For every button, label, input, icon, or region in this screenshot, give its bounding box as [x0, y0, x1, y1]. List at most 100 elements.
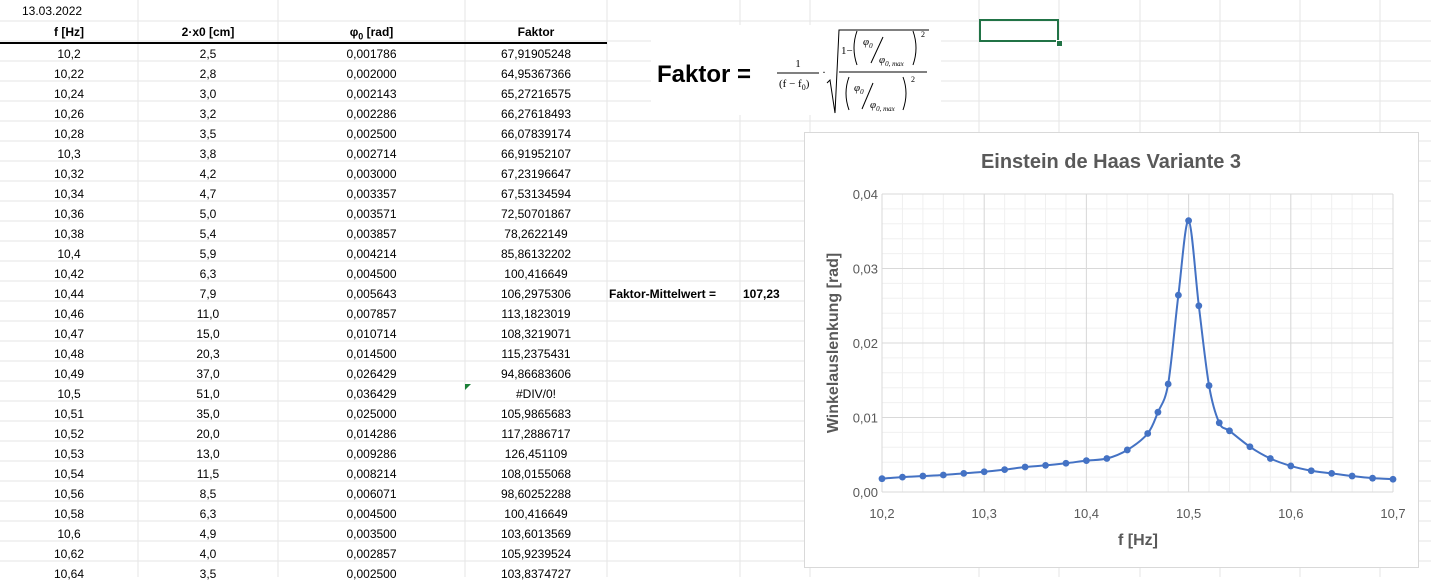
- formula-image[interactable]: Faktor = 1 (f − f0) · 1− φ0 φ0, max 2 φ0…: [651, 25, 941, 115]
- cell-2x0[interactable]: 5,9: [199, 247, 217, 261]
- cell-phi0[interactable]: 0,004500: [346, 267, 397, 281]
- cell-f[interactable]: 10,4: [57, 247, 81, 261]
- cell-2x0[interactable]: 35,0: [196, 407, 220, 421]
- cell-faktor[interactable]: 108,3219071: [500, 327, 572, 341]
- cell-2x0[interactable]: 2,8: [199, 67, 217, 81]
- cell-faktor[interactable]: 67,91905248: [500, 47, 572, 61]
- cell-phi0[interactable]: 0,003571: [346, 207, 397, 221]
- cell-2x0[interactable]: 4,2: [199, 167, 217, 181]
- chart[interactable]: Einstein de Haas Variante 3 f [Hz] Winkela…: [804, 132, 1419, 568]
- cell-2x0[interactable]: 3,8: [199, 147, 217, 161]
- cell-2x0[interactable]: 6,3: [199, 507, 217, 521]
- fill-handle[interactable]: [1056, 40, 1063, 47]
- cell-f[interactable]: 10,64: [53, 567, 85, 581]
- mittelwert-value[interactable]: 107,23: [743, 287, 780, 301]
- cell-phi0[interactable]: 0,004500: [346, 507, 397, 521]
- cell-2x0[interactable]: 13,0: [196, 447, 220, 461]
- cell-f[interactable]: 10,34: [53, 187, 85, 201]
- cell-phi0[interactable]: 0,002714: [346, 147, 397, 161]
- cell-f[interactable]: 10,46: [53, 307, 85, 321]
- cell-2x0[interactable]: 11,5: [196, 467, 220, 481]
- cell-faktor[interactable]: 67,23196647: [500, 167, 572, 181]
- cell-faktor[interactable]: 126,451109: [504, 447, 568, 461]
- cell-phi0[interactable]: 0,003857: [346, 227, 397, 241]
- cell-2x0[interactable]: 11,0: [196, 307, 220, 321]
- error-indicator-icon[interactable]: [465, 384, 471, 390]
- cell-faktor[interactable]: 66,91952107: [500, 147, 572, 161]
- cell-2x0[interactable]: 3,0: [199, 87, 217, 101]
- cell-phi0[interactable]: 0,006071: [346, 487, 397, 501]
- cell-faktor[interactable]: 72,50701867: [500, 207, 572, 221]
- cell-f[interactable]: 10,56: [53, 487, 85, 501]
- cell-f[interactable]: 10,52: [53, 427, 85, 441]
- cell-f[interactable]: 10,42: [53, 267, 85, 281]
- cell-f[interactable]: 10,6: [57, 527, 81, 541]
- cell-phi0[interactable]: 0,003357: [346, 187, 397, 201]
- header-2x0[interactable]: 2·x0 [cm]: [181, 25, 235, 39]
- cell-phi0[interactable]: 0,002500: [346, 567, 397, 581]
- header-f[interactable]: f [Hz]: [54, 25, 84, 39]
- cell-faktor[interactable]: 66,07839174: [500, 127, 572, 141]
- cell-faktor[interactable]: 67,53134594: [500, 187, 572, 201]
- mittelwert-label[interactable]: Faktor-Mittelwert =: [609, 287, 717, 301]
- cell-f[interactable]: 10,48: [53, 347, 85, 361]
- cell-f[interactable]: 10,5: [57, 387, 81, 401]
- cell-f[interactable]: 10,22: [53, 67, 85, 81]
- cell-f[interactable]: 10,32: [53, 167, 85, 181]
- cell-f[interactable]: 10,36: [53, 207, 85, 221]
- cell-f[interactable]: 10,62: [53, 547, 85, 561]
- date-cell[interactable]: 13.03.2022: [22, 4, 83, 18]
- cell-faktor[interactable]: 100,416649: [504, 507, 568, 521]
- cell-faktor[interactable]: 64,95367366: [500, 67, 572, 81]
- cell-f[interactable]: 10,44: [53, 287, 85, 301]
- cell-faktor[interactable]: 103,8374727: [500, 567, 572, 581]
- cell-f[interactable]: 10,51: [53, 407, 85, 421]
- cell-2x0[interactable]: 4,7: [199, 187, 217, 201]
- cell-f[interactable]: 10,3: [57, 147, 81, 161]
- cell-2x0[interactable]: 4,0: [199, 547, 217, 561]
- cell-phi0[interactable]: 0,005643: [346, 287, 397, 301]
- cell-phi0[interactable]: 0,002500: [346, 127, 397, 141]
- cell-phi0[interactable]: 0,004214: [346, 247, 397, 261]
- cell-2x0[interactable]: 2,5: [199, 47, 217, 61]
- cell-faktor[interactable]: 85,86132202: [500, 247, 572, 261]
- cell-phi0[interactable]: 0,010714: [346, 327, 397, 341]
- cell-faktor[interactable]: 65,27216575: [500, 87, 572, 101]
- cell-phi0[interactable]: 0,025000: [346, 407, 397, 421]
- cell-2x0[interactable]: 7,9: [199, 287, 217, 301]
- cell-2x0[interactable]: 15,0: [196, 327, 220, 341]
- cell-f[interactable]: 10,49: [53, 367, 85, 381]
- cell-faktor[interactable]: 78,2622149: [504, 227, 568, 241]
- cell-faktor[interactable]: 115,2375431: [501, 347, 571, 361]
- cell-f[interactable]: 10,28: [53, 127, 85, 141]
- cell-phi0[interactable]: 0,002000: [346, 67, 397, 81]
- cell-faktor[interactable]: 117,2886717: [501, 427, 571, 441]
- cell-f[interactable]: 10,54: [53, 467, 85, 481]
- cell-2x0[interactable]: 51,0: [196, 387, 220, 401]
- cell-phi0[interactable]: 0,036429: [346, 387, 397, 401]
- cell-phi0[interactable]: 0,014500: [346, 347, 397, 361]
- cell-f[interactable]: 10,2: [57, 47, 81, 61]
- cell-f[interactable]: 10,58: [53, 507, 85, 521]
- header-phi0[interactable]: φ0 [rad]: [278, 22, 465, 42]
- cell-f[interactable]: 10,47: [53, 327, 85, 341]
- cell-2x0[interactable]: 5,0: [199, 207, 217, 221]
- cell-2x0[interactable]: 6,3: [199, 267, 217, 281]
- cell-faktor[interactable]: 98,60252288: [500, 487, 572, 501]
- cell-faktor[interactable]: 103,6013569: [500, 527, 572, 541]
- cell-faktor[interactable]: 106,2975306: [500, 287, 572, 301]
- cell-f[interactable]: 10,38: [53, 227, 85, 241]
- cell-phi0[interactable]: 0,008214: [346, 467, 397, 481]
- cell-2x0[interactable]: 20,3: [196, 347, 220, 361]
- cell-phi0[interactable]: 0,002143: [346, 87, 397, 101]
- cell-2x0[interactable]: 3,5: [199, 567, 217, 581]
- cell-phi0[interactable]: 0,003500: [346, 527, 397, 541]
- cell-2x0[interactable]: 3,2: [199, 107, 217, 121]
- cell-phi0[interactable]: 0,002286: [346, 107, 397, 121]
- cell-2x0[interactable]: 3,5: [199, 127, 217, 141]
- cell-faktor[interactable]: 100,416649: [504, 267, 568, 281]
- cell-f[interactable]: 10,26: [53, 107, 85, 121]
- cell-faktor[interactable]: 66,27618493: [500, 107, 572, 121]
- cell-f[interactable]: 10,53: [53, 447, 85, 461]
- cell-faktor[interactable]: 94,86683606: [500, 367, 572, 381]
